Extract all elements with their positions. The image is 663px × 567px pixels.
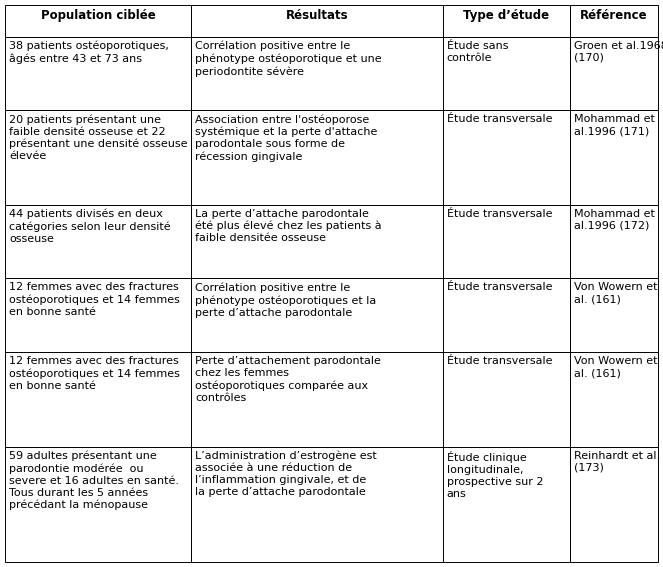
Text: 44 patients divisés en deux
catégories selon leur densité
osseuse: 44 patients divisés en deux catégories s… [9,209,170,244]
Bar [5,111,191,205]
Text: Étude transversale: Étude transversale [446,209,552,219]
Bar [570,37,658,111]
Text: Étude transversale: Étude transversale [446,282,552,293]
Text: 20 patients présentant une
faible densité osseuse et 22
présentant une densité o: 20 patients présentant une faible densit… [9,115,188,162]
Bar [5,37,191,111]
Bar [442,5,570,37]
Bar [570,205,658,278]
Text: Reinhardt et al.
(173): Reinhardt et al. (173) [574,451,660,472]
Text: Étude clinique
longitudinale,
prospective sur 2
ans: Étude clinique longitudinale, prospectiv… [446,451,543,498]
Bar [442,205,570,278]
Bar [442,352,570,447]
Bar [442,111,570,205]
Bar [191,278,442,352]
Text: Von Wowern et
al. (161): Von Wowern et al. (161) [574,282,657,304]
Bar [191,111,442,205]
Text: Mohammad et
al.1996 (171): Mohammad et al.1996 (171) [574,115,655,136]
Text: Étude transversale: Étude transversale [446,115,552,124]
Text: Perte d’attachement parodontale
chez les femmes
ostéoporotiques comparée aux
con: Perte d’attachement parodontale chez les… [195,356,381,403]
Bar [570,278,658,352]
Bar [570,5,658,37]
Bar [5,278,191,352]
Text: Référence: Référence [580,9,648,22]
Bar [191,447,442,562]
Bar [442,447,570,562]
Bar [5,205,191,278]
Bar [570,352,658,447]
Bar [570,447,658,562]
Bar [442,37,570,111]
Text: 38 patients ostéoporotiques,
âgés entre 43 et 73 ans: 38 patients ostéoporotiques, âgés entre … [9,41,169,64]
Text: Corrélation positive entre le
phénotype ostéoporotiques et la
perte d’attache pa: Corrélation positive entre le phénotype … [195,282,377,318]
Text: Von Wowern et
al. (161): Von Wowern et al. (161) [574,356,657,378]
Text: 12 femmes avec des fractures
ostéoporotiques et 14 femmes
en bonne santé: 12 femmes avec des fractures ostéoporoti… [9,282,180,317]
Bar [191,37,442,111]
Text: La perte d’attache parodontale
été plus élevé chez les patients à
faible densité: La perte d’attache parodontale été plus … [195,209,382,243]
Bar [191,352,442,447]
Text: Étude transversale: Étude transversale [446,356,552,366]
Bar [191,205,442,278]
Text: Groen et al.1968
(170): Groen et al.1968 (170) [574,41,663,63]
Text: Corrélation positive entre le
phénotype ostéoporotique et une
periodontite sévèr: Corrélation positive entre le phénotype … [195,41,382,77]
Text: Association entre l'ostéoporose
systémique et la perte d'attache
parodontale sou: Association entre l'ostéoporose systémiq… [195,115,377,162]
Bar [5,447,191,562]
Bar [570,111,658,205]
Bar [5,5,191,37]
Text: Population ciblée: Population ciblée [40,9,155,22]
Text: 59 adultes présentant une
parodontie modérée  ou
severe et 16 adultes en santé.
: 59 adultes présentant une parodontie mod… [9,451,179,510]
Text: Résultats: Résultats [286,9,348,22]
Text: Étude sans
contrôle: Étude sans contrôle [446,41,508,63]
Text: Type d’étude: Type d’étude [463,9,549,22]
Text: L’administration d’estrogène est
associée à une réduction de
l’inflammation ging: L’administration d’estrogène est associé… [195,451,377,497]
Text: 12 femmes avec des fractures
ostéoporotiques et 14 femmes
en bonne santé: 12 femmes avec des fractures ostéoporoti… [9,356,180,391]
Bar [191,5,442,37]
Text: Mohammad et
al.1996 (172): Mohammad et al.1996 (172) [574,209,655,231]
Bar [5,352,191,447]
Bar [442,278,570,352]
